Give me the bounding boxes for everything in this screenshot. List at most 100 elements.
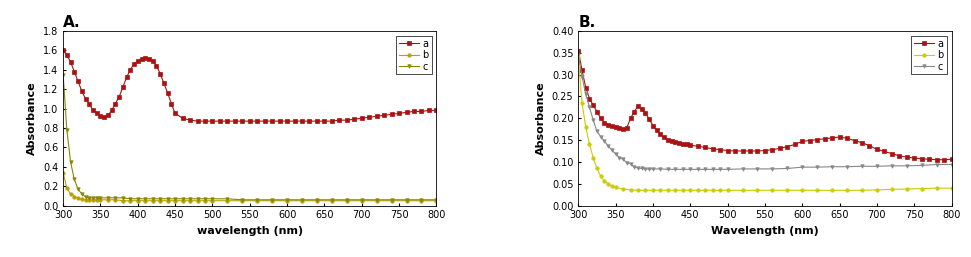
c [356, 198, 368, 201]
b [685, 189, 696, 192]
c [621, 161, 633, 164]
b [162, 199, 174, 202]
b [699, 189, 711, 192]
c [610, 152, 621, 155]
c [692, 168, 704, 171]
b [632, 189, 644, 192]
c [871, 165, 883, 168]
b [169, 199, 181, 202]
X-axis label: wavelength (nm): wavelength (nm) [197, 226, 303, 236]
c [162, 197, 174, 200]
c [624, 162, 636, 165]
c [72, 188, 84, 191]
b [602, 182, 614, 185]
b [610, 186, 621, 189]
c [576, 75, 587, 78]
b [916, 187, 927, 190]
b [65, 192, 77, 196]
c [94, 196, 106, 199]
c [341, 198, 352, 201]
c [87, 196, 99, 199]
b [266, 199, 278, 202]
b [715, 189, 726, 192]
c [110, 196, 121, 199]
Line: c: c [61, 73, 438, 201]
b [871, 188, 883, 191]
c [782, 167, 793, 170]
a [333, 119, 345, 122]
b [371, 199, 383, 202]
a [162, 91, 174, 95]
b [237, 199, 249, 202]
c [715, 168, 726, 171]
c [401, 198, 413, 201]
Text: B.: B. [579, 15, 595, 30]
b [752, 189, 763, 192]
b [147, 199, 158, 202]
c [84, 196, 95, 199]
b [140, 199, 151, 202]
Y-axis label: Absorbance: Absorbance [27, 81, 37, 155]
c [251, 198, 263, 201]
c [296, 198, 308, 201]
c [326, 198, 338, 201]
b [692, 189, 704, 192]
c [812, 166, 823, 169]
b [401, 199, 413, 202]
b [117, 199, 129, 202]
c [140, 197, 151, 200]
c [856, 165, 868, 168]
c [61, 128, 73, 131]
c [699, 168, 711, 171]
Line: a: a [61, 49, 438, 123]
b [670, 189, 682, 192]
a [132, 59, 144, 62]
c [207, 197, 218, 200]
b [87, 198, 99, 201]
b [766, 189, 778, 192]
a [117, 86, 129, 89]
b [591, 167, 603, 170]
c [640, 167, 652, 170]
b [946, 187, 957, 190]
a [76, 89, 87, 93]
b [886, 188, 897, 191]
c [841, 165, 853, 168]
b [251, 199, 263, 202]
b [812, 189, 823, 192]
b [84, 198, 95, 201]
a [57, 49, 69, 52]
b [796, 189, 808, 192]
c [80, 195, 91, 198]
c [147, 197, 158, 200]
c [311, 198, 322, 201]
c [587, 118, 599, 122]
Line: a: a [577, 49, 954, 161]
b [856, 189, 868, 192]
b [385, 199, 397, 202]
c [654, 167, 666, 170]
c [154, 197, 166, 200]
a [841, 137, 853, 140]
c [670, 168, 682, 171]
c [57, 73, 69, 76]
b [580, 125, 591, 128]
b [931, 187, 943, 190]
b [199, 199, 211, 202]
b [356, 199, 368, 202]
Legend: a, b, c: a, b, c [396, 36, 431, 75]
b [282, 199, 293, 202]
c [707, 168, 719, 171]
b [826, 189, 838, 192]
c [662, 168, 674, 171]
b [102, 198, 114, 201]
c [430, 198, 442, 201]
c [618, 158, 629, 161]
c [221, 197, 233, 200]
c [266, 198, 278, 201]
c [886, 164, 897, 167]
c [752, 167, 763, 170]
c [677, 168, 688, 171]
b [654, 189, 666, 192]
c [766, 167, 778, 170]
